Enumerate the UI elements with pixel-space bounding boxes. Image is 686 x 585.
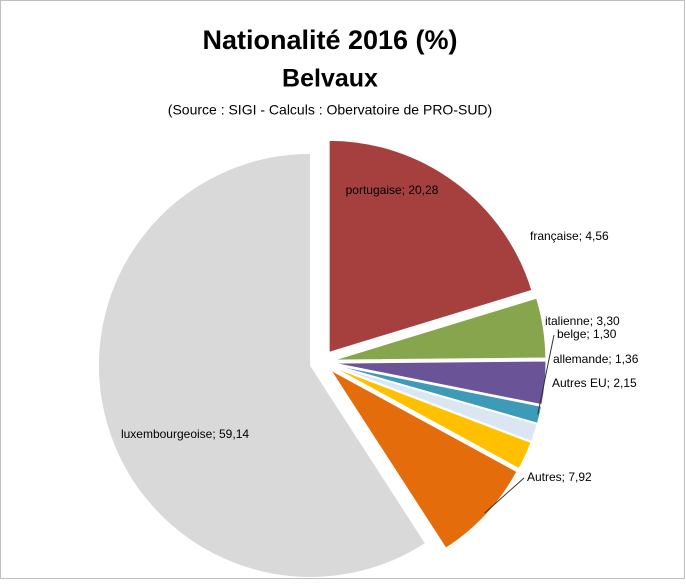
chart-note: (Source : SIGI - Calculs : Obervatoire d… bbox=[168, 102, 492, 118]
data-label: Autres EU; 2,15 bbox=[552, 376, 637, 390]
data-label: luxembourgeoise; 59,14 bbox=[121, 427, 249, 441]
pie-slice bbox=[98, 152, 427, 578]
pie-slice bbox=[333, 364, 543, 424]
data-label: belge; 1,30 bbox=[557, 327, 617, 341]
data-label: allemande; 1,36 bbox=[553, 352, 639, 366]
pie-slice bbox=[332, 366, 532, 470]
data-label: Autres; 7,92 bbox=[527, 470, 592, 484]
data-label: italienne; 3,30 bbox=[545, 314, 620, 328]
chart-title: Nationalité 2016 (%) bbox=[202, 25, 457, 55]
leader-line bbox=[484, 477, 525, 514]
data-label: portugaise; 20,28 bbox=[346, 183, 439, 197]
pie-slice bbox=[333, 365, 538, 442]
pie-slice bbox=[333, 297, 547, 361]
data-label: française; 4,56 bbox=[530, 229, 609, 243]
pie-slice bbox=[328, 139, 533, 354]
pie-slice bbox=[333, 360, 547, 406]
leader-line bbox=[537, 334, 555, 415]
chart-subtitle: Belvaux bbox=[282, 65, 378, 93]
pie-slice bbox=[330, 369, 518, 549]
